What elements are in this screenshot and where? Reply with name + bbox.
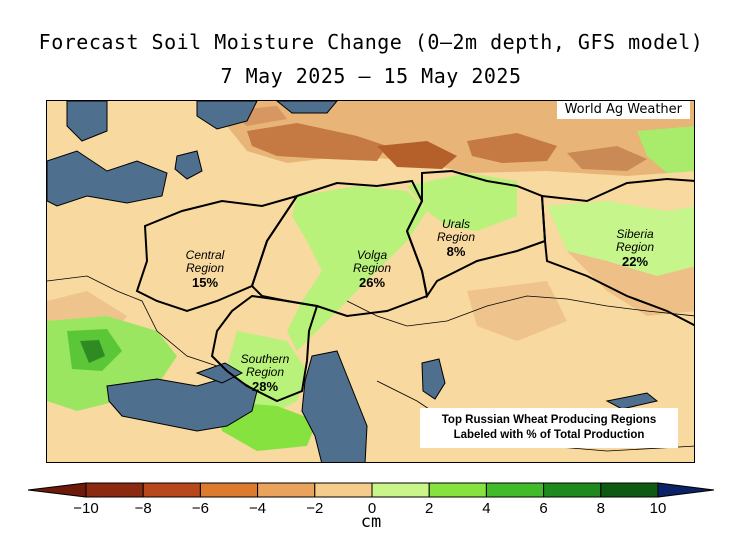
- map-title: Forecast Soil Moisture Change (0—2m dept…: [38, 30, 704, 54]
- dry-patch-1: [247, 123, 387, 161]
- siberia-region-label: Siberia Region 22%: [600, 227, 670, 269]
- colorbar-tick-label: 6: [539, 500, 548, 517]
- central-region-share: 15%: [191, 275, 219, 290]
- colorbar: [27, 482, 715, 498]
- caspian-sea: [301, 350, 368, 462]
- colorbar-segment: [600, 482, 659, 498]
- black-sea: [106, 375, 258, 432]
- aral-sea: [421, 358, 446, 400]
- central-region-name-2: Region: [185, 261, 225, 275]
- colorbar-unit: cm: [360, 512, 382, 532]
- siberia-region-name-1: Siberia: [616, 227, 654, 241]
- colorbar-segment: [142, 482, 201, 498]
- siberia-region-name-2: Region: [615, 240, 655, 254]
- gulf-bothnia: [66, 101, 108, 142]
- colorbar-tick-label: −10: [73, 500, 99, 517]
- colorbar-tick-label: 8: [596, 500, 605, 517]
- dry-patch-3: [467, 133, 557, 163]
- urals-region-name-1: Urals: [441, 217, 470, 231]
- barents-sea: [276, 101, 338, 114]
- siberia-region-outline: [540, 177, 694, 327]
- white-sea: [196, 101, 258, 130]
- urals-region-label: Urals Region 8%: [421, 217, 491, 259]
- map-panel: World Ag Weather Central Region 15% Volg…: [46, 100, 695, 463]
- map-note-line-2: Labeled with % of Total Production: [453, 429, 645, 441]
- colorbar-under-arrow: [27, 482, 87, 498]
- colorbar-segment: [543, 482, 602, 498]
- country-border-kz: [346, 295, 694, 327]
- dry-area-kz: [467, 281, 567, 341]
- southern-region-outline: [210, 294, 319, 403]
- southern-region-name-1: Southern: [240, 352, 290, 366]
- soil-moisture-map: [47, 101, 694, 462]
- wet-area-siberia: [547, 201, 694, 276]
- volga-region-label: Volga Region 26%: [337, 248, 407, 290]
- urals-region-name-2: Region: [436, 230, 476, 244]
- colorbar-segment: [428, 482, 487, 498]
- baltic-sea: [47, 150, 168, 207]
- dry-patch-4: [567, 146, 647, 171]
- volga-region-name-1: Volga: [356, 248, 388, 262]
- wet-area-volga: [287, 186, 427, 351]
- colorbar-tick-label: −2: [306, 500, 324, 517]
- dry-patch-2: [377, 141, 457, 169]
- colorbar-segment: [371, 482, 430, 498]
- lake-balkhash: [605, 392, 659, 410]
- urals-region-share: 8%: [446, 244, 466, 259]
- map-note-box: Top Russian Wheat Producing Regions Labe…: [420, 408, 678, 448]
- colorbar-segment: [199, 482, 259, 498]
- colorbar-tick-label: −8: [134, 500, 152, 517]
- colorbar-over-arrow: [657, 482, 715, 498]
- volga-region-name-2: Region: [352, 261, 392, 275]
- sea-of-azov: [195, 362, 244, 384]
- colorbar-tick-label: 0: [367, 500, 377, 517]
- central-region-label: Central Region 15%: [170, 248, 240, 290]
- colorbar-segment: [485, 482, 545, 498]
- central-region-name-1: Central: [185, 248, 225, 262]
- wet-area-urals: [407, 173, 517, 231]
- volga-region-share: 26%: [358, 275, 386, 290]
- wet-area-northeast: [637, 126, 694, 173]
- southern-region-name-2: Region: [245, 365, 285, 379]
- date-range: 7 May 2025 — 15 May 2025: [220, 64, 522, 88]
- colorbar-segment: [257, 482, 316, 498]
- map-note-line-1: Top Russian Wheat Producing Regions: [441, 414, 657, 426]
- volga-region-outline: [250, 179, 429, 318]
- colorbar-tick-label: 4: [482, 500, 491, 517]
- colorbar-segment: [85, 482, 144, 498]
- colorbar-tick-label: 10: [649, 500, 667, 517]
- colorbar-segment: [314, 482, 373, 498]
- southern-region-share: 28%: [251, 379, 279, 394]
- colorbar-tick-label: 2: [425, 500, 434, 517]
- credit-label: World Ag Weather: [556, 101, 690, 119]
- country-border-west: [47, 275, 218, 367]
- lake-ladoga: [174, 150, 203, 180]
- urals-region-outline: [405, 169, 547, 299]
- colorbar-tick-label: −4: [249, 500, 267, 517]
- southern-region-label: Southern Region 28%: [225, 352, 305, 394]
- siberia-region-share: 22%: [621, 254, 649, 269]
- wet-area-ukraine-core: [80, 340, 105, 363]
- colorbar-tick-label: −6: [191, 500, 209, 517]
